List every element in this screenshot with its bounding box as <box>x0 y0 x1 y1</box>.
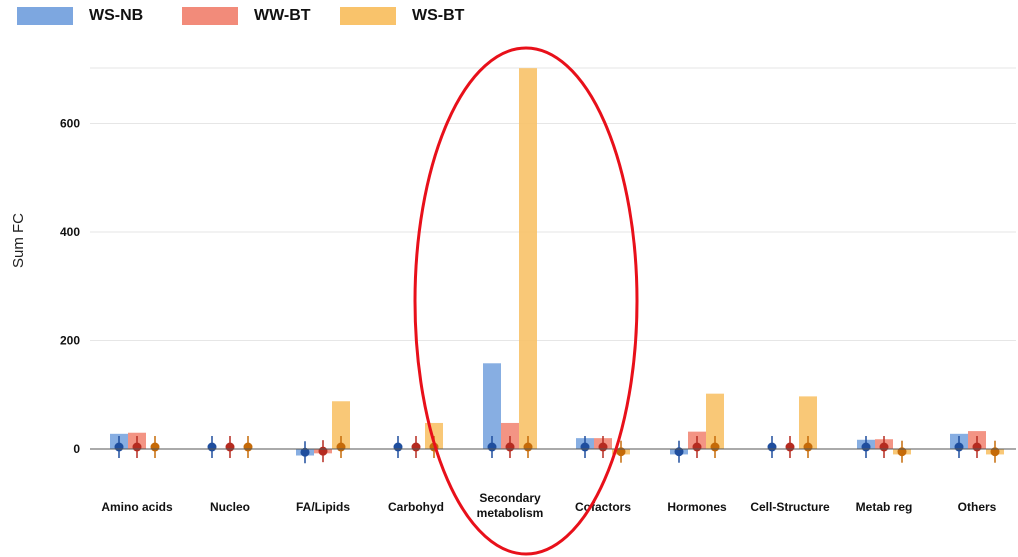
x-tick-label-hormones: Hormones <box>667 500 727 514</box>
data-point-ws-nb-amino-acids <box>114 442 124 452</box>
data-point-ws-bt-secondary-metabolism <box>523 442 533 452</box>
data-point-ws-nb-metab-reg <box>861 442 871 452</box>
data-point-ww-bt-amino-acids <box>132 442 142 452</box>
data-point-ww-bt-fa-lipids <box>318 446 328 456</box>
data-point-ws-bt-hormones <box>710 442 720 452</box>
bar-ww-bt-secondary-metabolism <box>501 422 519 449</box>
highlight-ellipse <box>413 46 639 556</box>
data-point-ww-bt-secondary-metabolism <box>505 442 515 452</box>
legend-swatch-ww-bt <box>182 7 238 25</box>
x-tick-label-amino-acids: Amino acids <box>101 500 173 514</box>
x-tick-label-secondary-metabolism: Secondary metabolism <box>477 491 544 520</box>
legend-item-ws-nb: WS-NB <box>17 7 143 25</box>
bar-ws-nb-secondary-metabolism <box>483 363 501 449</box>
data-point-ww-bt-nucleo <box>225 442 235 452</box>
data-point-ws-nb-cofactors <box>580 442 590 452</box>
legend-label-ws-bt: WS-BT <box>412 7 465 24</box>
data-point-ws-nb-nucleo <box>207 442 217 452</box>
y-tick-label: 200 <box>60 334 80 348</box>
legend-label-ws-nb: WS-NB <box>89 7 144 24</box>
bar-ws-bt-cell-structure <box>799 396 817 449</box>
data-point-ww-bt-others <box>972 442 982 452</box>
legend-item-ws-bt: WS-BT <box>340 7 464 25</box>
legend-swatch-ws-bt <box>340 7 396 25</box>
x-tick-label-carbohyd: Carbohyd <box>388 500 444 514</box>
data-point-ws-nb-others <box>954 442 964 452</box>
x-tick-label-metab-reg: Metab reg <box>856 500 913 514</box>
y-tick-label: 600 <box>60 117 80 131</box>
x-tick-label-cell-structure: Cell-Structure <box>750 500 830 514</box>
data-point-ws-nb-secondary-metabolism <box>487 442 497 452</box>
legend-label-ww-bt: WW-BT <box>254 7 311 24</box>
data-point-ws-nb-cell-structure <box>767 442 777 452</box>
data-point-ww-bt-cofactors <box>598 442 608 452</box>
data-point-ws-nb-fa-lipids <box>300 447 310 457</box>
bar-ws-bt-secondary-metabolism <box>519 68 537 449</box>
x-tick-label-cofactors: Cofactors <box>575 500 631 514</box>
y-tick-label: 400 <box>60 225 80 239</box>
data-point-ww-bt-metab-reg <box>879 442 889 452</box>
bar-ws-bt-hormones <box>706 393 724 449</box>
x-tick-label-others: Others <box>958 500 997 514</box>
y-tick-label: 0 <box>73 442 80 456</box>
data-point-ws-bt-amino-acids <box>150 442 160 452</box>
bar-ws-bt-fa-lipids <box>332 401 350 449</box>
x-tick-label-fa-lipids: FA/Lipids <box>296 500 350 514</box>
x-tick-label-nucleo: Nucleo <box>210 500 250 514</box>
legend-swatch-ws-nb <box>17 7 73 25</box>
legend: WS-NB WW-BT WS-BT <box>0 0 1018 40</box>
data-point-ws-nb-carbohyd <box>393 442 403 452</box>
data-point-ww-bt-hormones <box>692 442 702 452</box>
data-point-ws-bt-nucleo <box>243 442 253 452</box>
data-point-ws-bt-fa-lipids <box>336 442 346 452</box>
data-point-ws-bt-cell-structure <box>803 442 813 452</box>
data-point-ww-bt-cell-structure <box>785 442 795 452</box>
data-point-ww-bt-carbohyd <box>411 442 421 452</box>
legend-item-ww-bt: WW-BT <box>182 7 311 25</box>
